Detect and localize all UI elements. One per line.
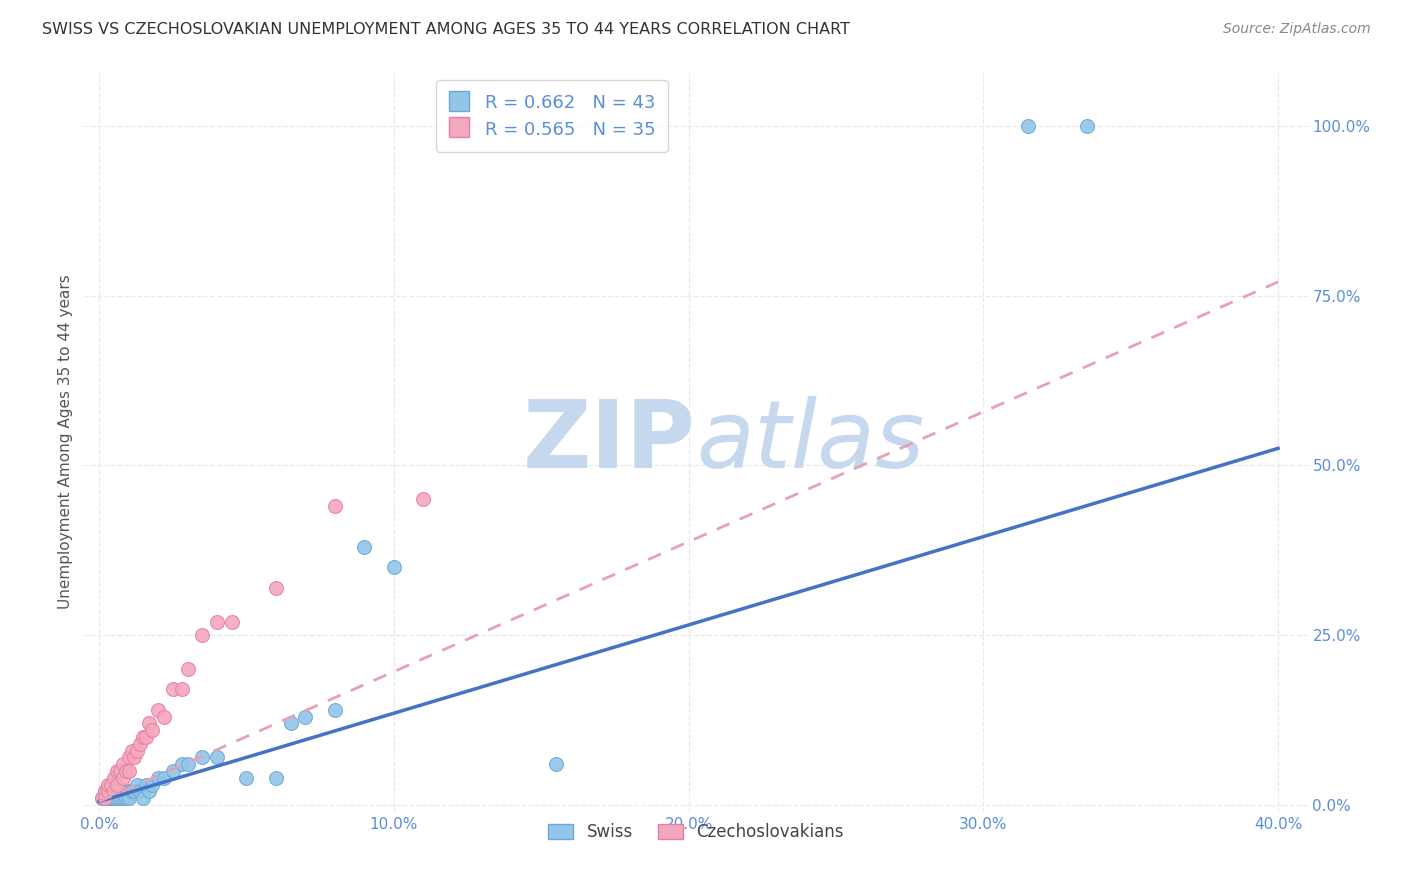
Point [138, 716, 160, 731]
Point [121, 784, 143, 798]
Point [235, 771, 257, 785]
Point [117, 750, 139, 764]
Point [108, 764, 131, 778]
Point [191, 750, 214, 764]
Point [103, 791, 125, 805]
Point [105, 791, 128, 805]
Point [97, 784, 120, 798]
Point [105, 784, 128, 798]
Point [97, 791, 120, 805]
Point [141, 778, 163, 792]
Point [382, 560, 405, 574]
Text: Source: ZipAtlas.com: Source: ZipAtlas.com [1223, 22, 1371, 37]
Point [100, 784, 122, 798]
Point [108, 791, 131, 805]
Point [205, 750, 228, 764]
Point [108, 784, 131, 798]
Point [153, 771, 176, 785]
Legend: Swiss, Czechoslovakians: Swiss, Czechoslovakians [541, 816, 851, 847]
Point [103, 784, 125, 798]
Point [264, 581, 287, 595]
Point [280, 716, 302, 731]
Point [132, 791, 155, 805]
Point [94, 784, 117, 798]
Point [162, 682, 184, 697]
Point [146, 771, 169, 785]
Point [205, 615, 228, 629]
Point [127, 743, 149, 757]
Point [176, 757, 198, 772]
Point [121, 743, 143, 757]
Point [100, 791, 122, 805]
Point [323, 703, 346, 717]
Point [117, 784, 139, 798]
Point [162, 764, 184, 778]
Point [146, 703, 169, 717]
Point [94, 784, 117, 798]
Point [117, 791, 139, 805]
Point [1076, 119, 1098, 133]
Point [94, 791, 117, 805]
Point [105, 764, 128, 778]
Point [135, 778, 157, 792]
Text: SWISS VS CZECHOSLOVAKIAN UNEMPLOYMENT AMONG AGES 35 TO 44 YEARS CORRELATION CHAR: SWISS VS CZECHOSLOVAKIAN UNEMPLOYMENT AM… [42, 22, 851, 37]
Y-axis label: Unemployment Among Ages 35 to 44 years: Unemployment Among Ages 35 to 44 years [58, 274, 73, 609]
Point [129, 784, 152, 798]
Point [294, 709, 316, 723]
Point [111, 784, 134, 798]
Point [412, 492, 434, 507]
Text: atlas: atlas [696, 396, 924, 487]
Point [111, 791, 134, 805]
Text: ZIP: ZIP [523, 395, 696, 488]
Point [323, 499, 346, 513]
Point [138, 784, 160, 798]
Point [1017, 119, 1039, 133]
Point [221, 615, 243, 629]
Point [135, 730, 157, 744]
Point [153, 709, 176, 723]
Point [170, 757, 193, 772]
Point [141, 723, 163, 738]
Point [353, 540, 375, 554]
Point [124, 784, 146, 798]
Point [111, 771, 134, 785]
Point [117, 764, 139, 778]
Point [176, 662, 198, 676]
Point [97, 778, 120, 792]
Point [100, 778, 122, 792]
Point [170, 682, 193, 697]
Point [264, 771, 287, 785]
Point [124, 750, 146, 764]
Point [91, 791, 114, 805]
Point [103, 784, 125, 798]
Point [105, 778, 128, 792]
Point [114, 764, 136, 778]
Point [544, 757, 567, 772]
Point [129, 737, 152, 751]
Point [94, 791, 117, 805]
Point [91, 791, 114, 805]
Point [191, 628, 214, 642]
Point [127, 778, 149, 792]
Point [111, 757, 134, 772]
Point [97, 784, 120, 798]
Point [132, 730, 155, 744]
Point [114, 791, 136, 805]
Point [103, 771, 125, 785]
